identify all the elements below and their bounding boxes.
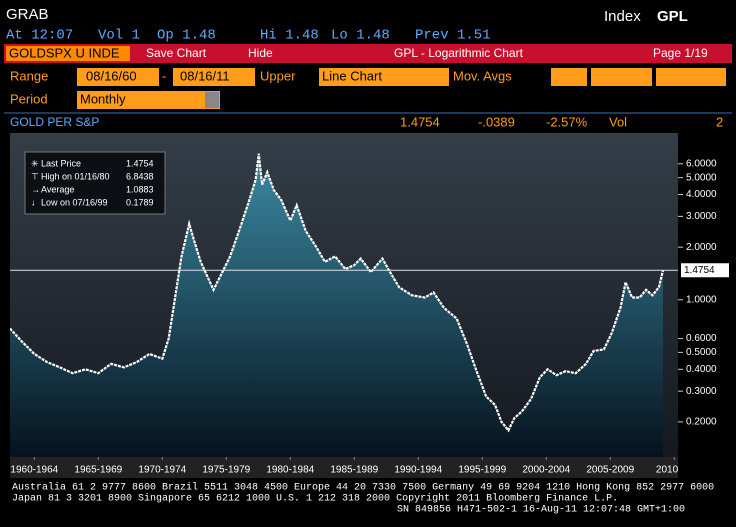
- dropdown-arrow[interactable]: [205, 92, 219, 108]
- y-tick-label: 4.0000: [686, 189, 717, 200]
- quote-item: Hi 1.48: [260, 28, 319, 44]
- x-tick-label: 2005-2009: [586, 465, 634, 476]
- quote-item: At 12:07: [6, 28, 73, 44]
- stats-box: [24, 151, 166, 215]
- last-price-label: 1.4754: [684, 265, 715, 276]
- quote-item: Prev 1.51: [415, 28, 491, 44]
- range-dash: -: [162, 68, 166, 83]
- x-tick-label: 1970-1974: [138, 465, 186, 476]
- ma-field[interactable]: [591, 68, 652, 86]
- screen-name: GRAB: [6, 6, 49, 23]
- x-tick-label: 1985-1989: [330, 465, 378, 476]
- ma-field[interactable]: [551, 68, 587, 86]
- y-tick-label: 5.0000: [686, 172, 717, 183]
- chart-title: GPL - Logarithmic Chart: [394, 46, 524, 60]
- ticker: GPL: [657, 8, 688, 25]
- x-tick-label: 1975-1979: [202, 465, 250, 476]
- end-date: 08/16/11: [180, 68, 230, 83]
- x-axis-band: [10, 457, 678, 478]
- range-label: Range: [10, 68, 48, 83]
- mov-avgs-label: Mov. Avgs: [453, 68, 512, 83]
- y-tick-label: 6.0000: [686, 158, 717, 169]
- ma-field[interactable]: [656, 68, 726, 86]
- y-tick-label: 3.0000: [686, 211, 717, 222]
- stat-value: 6.8438: [126, 171, 154, 181]
- period: Monthly: [80, 91, 126, 106]
- stat-label: Average: [41, 184, 74, 194]
- stat-label: Low on 07/16/99: [41, 197, 108, 207]
- footer-line: Australia 61 2 9777 8600 Brazil 5511 304…: [12, 482, 714, 494]
- stat-icon: ↓: [31, 197, 36, 207]
- x-tick-label: 1965-1969: [74, 465, 122, 476]
- last-value: 1.4754: [400, 114, 440, 129]
- stat-value: 0.1789: [126, 197, 154, 207]
- stat-icon: ✳: [31, 158, 39, 168]
- upper-label: Upper: [260, 68, 296, 83]
- start-date: 08/16/60: [86, 68, 137, 83]
- y-tick-label: 0.4000: [686, 364, 717, 375]
- stat-label: Last Price: [41, 158, 81, 168]
- footer-line: SN 849856 H471-502-1 16-Aug-11 12:07:48 …: [397, 505, 685, 516]
- x-tick-label: 1960-1964: [10, 465, 58, 476]
- vol: 2: [716, 114, 723, 129]
- stat-icon: →: [31, 184, 40, 194]
- x-tick-label: 1980-1984: [266, 465, 314, 476]
- stat-value: 1.0883: [126, 184, 154, 194]
- quote-item: Vol 1: [98, 28, 140, 44]
- upper-field[interactable]: [319, 68, 449, 86]
- last-price-tag: [681, 263, 729, 278]
- security-field[interactable]: [6, 46, 130, 61]
- vol-label: Vol: [609, 114, 627, 129]
- menu-bar: [4, 44, 732, 63]
- stat-label: High on 01/16/80: [41, 171, 110, 181]
- stat-icon: ⊤: [31, 171, 39, 181]
- y-tick-label: 0.2000: [686, 417, 717, 428]
- y-tick-label: 0.6000: [686, 333, 717, 344]
- x-tick-label: 2010-20: [656, 465, 693, 476]
- series-name: GOLD PER S&P: [10, 115, 99, 129]
- x-tick-label: 2000-2004: [522, 465, 570, 476]
- security: GOLDSPX U INDE: [9, 45, 120, 60]
- quote-item: Op 1.48: [157, 28, 216, 44]
- y-tick-label: 1.0000: [686, 294, 717, 305]
- page-indicator: Page 1/19: [653, 46, 708, 60]
- quote-item: Lo 1.48: [331, 28, 390, 44]
- end-field[interactable]: [173, 68, 255, 86]
- pct-change: -2.57%: [546, 114, 588, 129]
- hide-button[interactable]: Hide: [248, 46, 273, 60]
- stat-value: 1.4754: [126, 158, 154, 168]
- period-field[interactable]: [77, 91, 220, 109]
- period-label: Period: [10, 91, 48, 106]
- save-button[interactable]: Save Chart: [146, 46, 207, 60]
- y-tick-label: 0.5000: [686, 347, 717, 358]
- upper-type: Line Chart: [322, 68, 382, 83]
- x-tick-label: 1995-1999: [458, 465, 506, 476]
- footer-line: Japan 81 3 3201 8900 Singapore 65 6212 1…: [12, 493, 618, 505]
- change: -.0389: [478, 114, 515, 129]
- x-tick-label: 1990-1994: [394, 465, 442, 476]
- y-tick-label: 0.3000: [686, 386, 717, 397]
- line: [10, 153, 665, 433]
- index-label: Index: [604, 8, 641, 25]
- area: [10, 153, 663, 458]
- start-field[interactable]: [77, 68, 159, 86]
- y-tick-label: 2.0000: [686, 242, 717, 253]
